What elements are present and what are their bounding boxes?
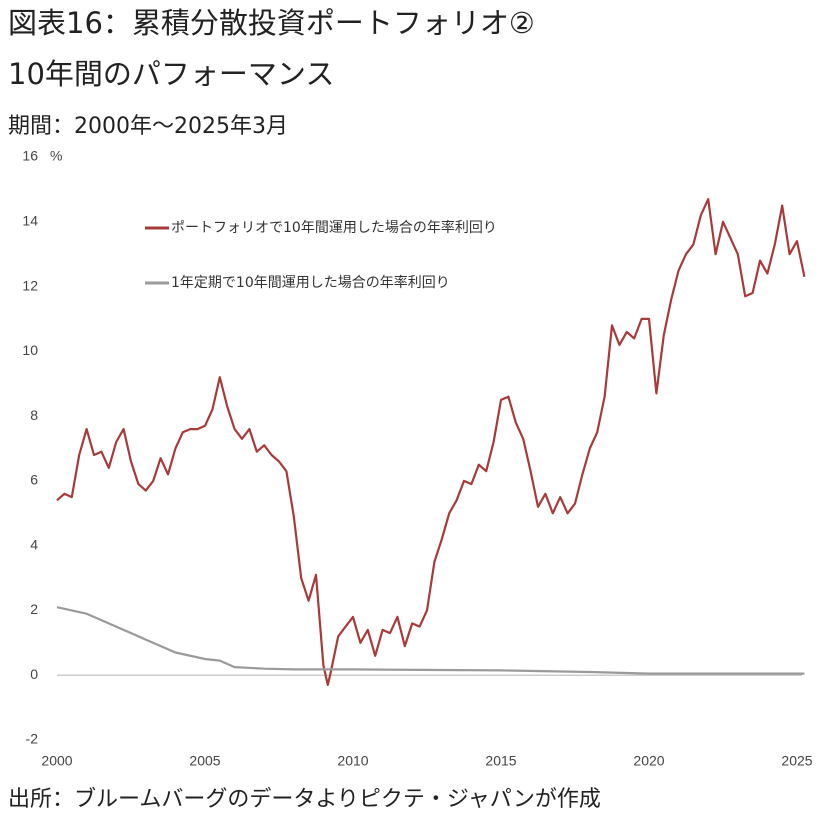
x-tick-label: 2020: [633, 753, 664, 769]
y-tick-label: 14: [22, 212, 38, 228]
y-axis-unit: %: [50, 148, 62, 164]
y-tick-label: 4: [30, 536, 38, 552]
chart-title: 図表16：累積分散投資ポートフォリオ②: [8, 6, 535, 40]
y-tick-label: -2: [26, 731, 39, 747]
y-tick-label: 16: [22, 148, 38, 164]
x-tick-label: 2000: [41, 753, 72, 769]
y-tick-label: 0: [30, 666, 38, 682]
y-tick-label: 8: [30, 407, 38, 423]
source: 出所：ブルームバーグのデータよりピクテ・ジャパンが作成: [8, 787, 601, 812]
y-tick-label: 6: [30, 472, 38, 488]
y-tick-label: 2: [30, 601, 38, 617]
legend-label: ポートフォリオで10年間運用した場合の年率利回り: [171, 219, 497, 236]
x-tick-label: 2005: [189, 753, 220, 769]
legend-label: 1年定期で10年間運用した場合の年率利回り: [171, 274, 450, 291]
x-tick-label: 2015: [485, 753, 516, 769]
series-line: [56, 606, 805, 675]
series-line: [56, 198, 806, 686]
chart-subtitle: 10年間のパフォーマンス: [8, 57, 334, 91]
y-tick-label: 12: [22, 277, 38, 293]
x-tick-label: 2025: [781, 753, 812, 769]
x-tick-label: 2010: [337, 753, 368, 769]
period: 期間：2000年～2025年3月: [8, 114, 288, 139]
y-tick-label: 10: [22, 342, 38, 358]
